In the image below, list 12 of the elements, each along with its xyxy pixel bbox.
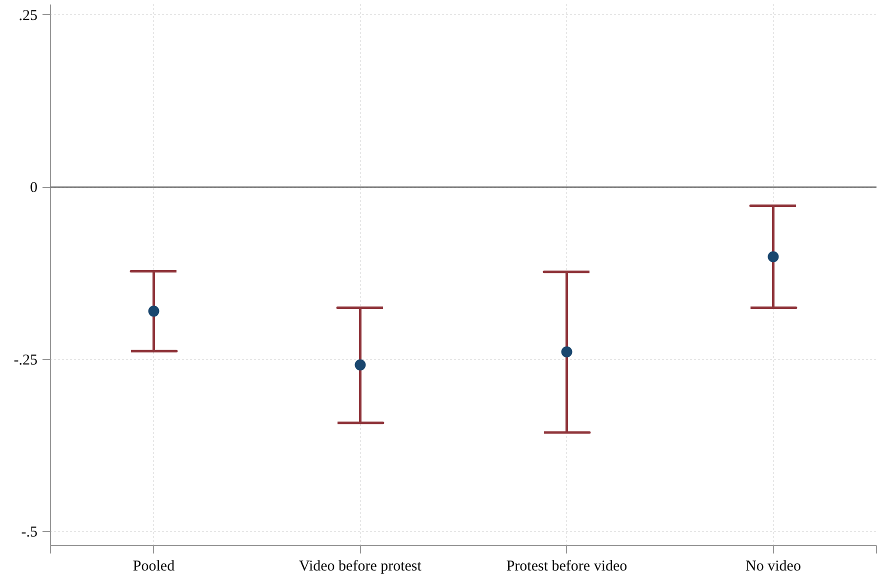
point <box>561 346 572 358</box>
point <box>148 306 160 317</box>
y-tick-label: .25 <box>18 8 38 24</box>
y-tick-label: 0 <box>30 180 38 196</box>
y-tick-label: -.5 <box>21 524 38 541</box>
y-tick-label: -.25 <box>14 352 38 368</box>
x-tick-label: No video <box>746 558 801 574</box>
point <box>768 251 779 262</box>
x-tick-label: Video before protest <box>299 558 422 574</box>
x-tick-label: Pooled <box>132 558 176 574</box>
point <box>354 359 366 370</box>
x-tick-label: Protest before video <box>506 558 628 574</box>
